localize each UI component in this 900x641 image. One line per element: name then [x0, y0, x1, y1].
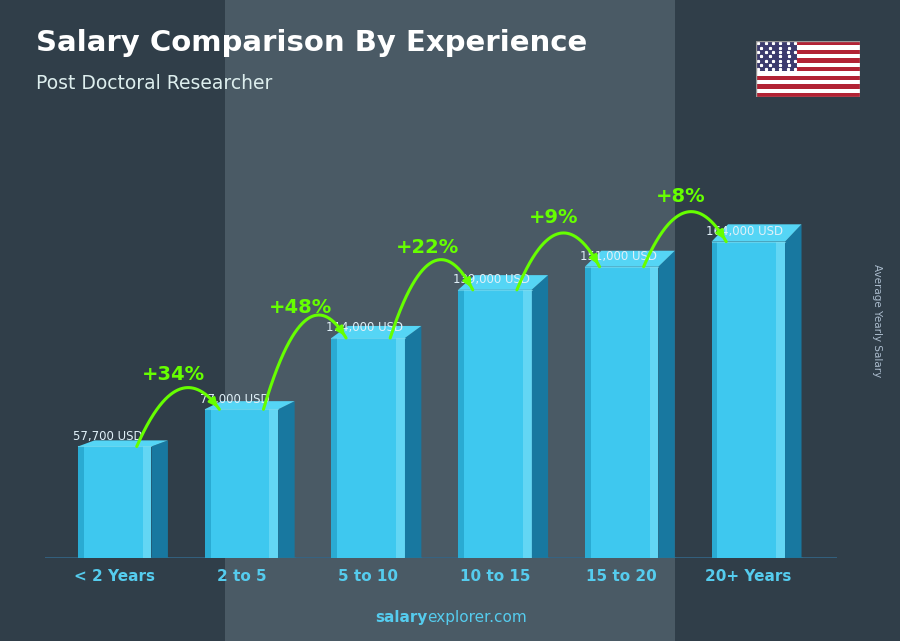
- Bar: [269, 410, 278, 558]
- Polygon shape: [204, 401, 294, 410]
- Bar: [756, 88, 860, 93]
- Bar: [523, 290, 532, 558]
- Text: salary: salary: [375, 610, 428, 625]
- Text: Average Yearly Salary: Average Yearly Salary: [872, 264, 883, 377]
- Polygon shape: [585, 251, 675, 267]
- Bar: [396, 338, 405, 558]
- Bar: [0, 0, 225, 641]
- Bar: [756, 41, 797, 71]
- Polygon shape: [712, 224, 802, 242]
- Bar: [331, 338, 405, 558]
- Bar: [756, 93, 860, 97]
- Bar: [585, 267, 590, 558]
- Bar: [78, 447, 151, 558]
- Bar: [756, 71, 860, 76]
- Text: +34%: +34%: [142, 365, 205, 384]
- Bar: [756, 54, 860, 58]
- Bar: [458, 290, 464, 558]
- Text: +9%: +9%: [529, 208, 579, 228]
- Bar: [756, 50, 860, 54]
- Text: 164,000 USD: 164,000 USD: [706, 225, 784, 238]
- Bar: [675, 0, 900, 641]
- Bar: [776, 242, 785, 558]
- Polygon shape: [331, 326, 421, 338]
- Text: 57,700 USD: 57,700 USD: [73, 429, 142, 443]
- Bar: [204, 410, 211, 558]
- Text: Salary Comparison By Experience: Salary Comparison By Experience: [36, 29, 587, 57]
- Text: 151,000 USD: 151,000 USD: [580, 250, 657, 263]
- Polygon shape: [78, 440, 168, 447]
- Polygon shape: [405, 326, 421, 558]
- Bar: [204, 410, 278, 558]
- Bar: [331, 338, 338, 558]
- Polygon shape: [658, 251, 675, 558]
- Bar: [585, 267, 658, 558]
- Bar: [756, 67, 860, 71]
- Bar: [458, 290, 532, 558]
- Text: Post Doctoral Researcher: Post Doctoral Researcher: [36, 74, 273, 93]
- Bar: [712, 242, 717, 558]
- Polygon shape: [458, 275, 548, 290]
- Text: 77,000 USD: 77,000 USD: [200, 392, 269, 406]
- Text: +8%: +8%: [656, 187, 706, 206]
- Bar: [756, 80, 860, 85]
- Polygon shape: [278, 401, 294, 558]
- Text: +48%: +48%: [269, 298, 332, 317]
- Polygon shape: [151, 440, 168, 558]
- Bar: [756, 58, 860, 63]
- Bar: [650, 267, 658, 558]
- Polygon shape: [532, 275, 548, 558]
- Polygon shape: [785, 224, 802, 558]
- Text: +22%: +22%: [396, 238, 459, 258]
- Bar: [756, 46, 860, 50]
- Bar: [78, 447, 84, 558]
- Text: explorer.com: explorer.com: [428, 610, 527, 625]
- Bar: [756, 85, 860, 88]
- Text: 114,000 USD: 114,000 USD: [327, 321, 403, 334]
- Bar: [756, 63, 860, 67]
- Bar: [712, 242, 785, 558]
- Bar: [756, 76, 860, 80]
- Text: 139,000 USD: 139,000 USD: [453, 273, 530, 286]
- Bar: [142, 447, 151, 558]
- Bar: [756, 41, 860, 46]
